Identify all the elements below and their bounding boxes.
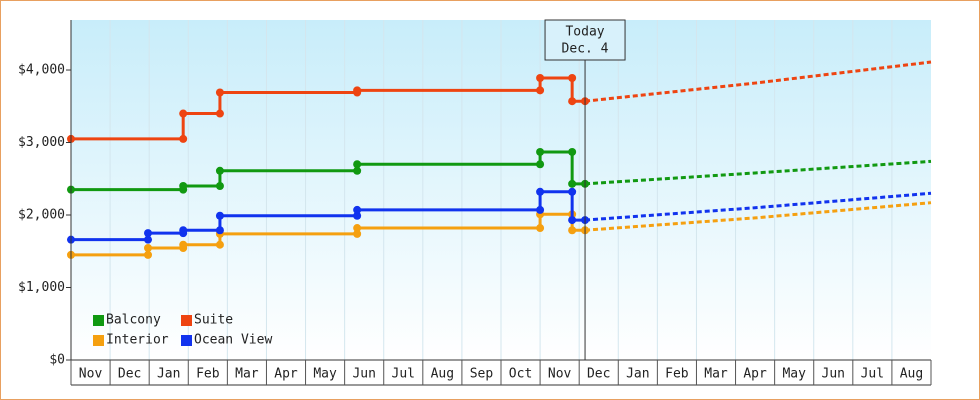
legend-swatch [93, 335, 104, 346]
history-line [71, 190, 586, 242]
point [179, 109, 188, 118]
x-tick-label: Mar [235, 367, 259, 382]
point [536, 224, 545, 233]
point [215, 211, 224, 220]
point [179, 240, 188, 249]
y-tick-label: $4,000 [18, 63, 65, 78]
point [353, 211, 362, 220]
point [353, 160, 362, 169]
x-tick-label: Jun [352, 367, 375, 382]
y-tick-label: $2,000 [18, 208, 65, 223]
point [179, 134, 188, 143]
x-tick-label: Feb [665, 367, 689, 382]
projection-line [584, 60, 932, 103]
history-line [71, 212, 586, 257]
x-tick-label: Mar [704, 367, 728, 382]
projection-line [584, 159, 932, 186]
point [536, 147, 545, 156]
point [568, 147, 577, 156]
legend-swatch [93, 315, 104, 326]
legend-label: Suite [194, 313, 233, 328]
point [568, 226, 577, 235]
point [568, 216, 577, 225]
legend-swatch [181, 315, 192, 326]
point [536, 160, 545, 169]
point [144, 250, 153, 259]
point [215, 109, 224, 118]
x-tick-label: Oct [509, 367, 532, 382]
projection-line [584, 201, 932, 232]
point [353, 224, 362, 233]
x-tick-label: Jun [822, 367, 845, 382]
point [353, 229, 362, 238]
x-tick-label: Jul [392, 367, 415, 382]
point [144, 235, 153, 244]
legend-label: Balcony [106, 313, 161, 328]
point [568, 97, 577, 106]
x-tick-label: Nov [79, 367, 103, 382]
point [215, 88, 224, 97]
x-tick-label: Feb [196, 367, 220, 382]
point [179, 182, 188, 191]
x-tick-label: Jan [626, 367, 649, 382]
legend-swatch [181, 335, 192, 346]
point [536, 73, 545, 82]
x-tick-label: Jan [157, 367, 180, 382]
x-tick-label: Dec [587, 367, 610, 382]
point [536, 205, 545, 214]
legend-label: Ocean View [194, 333, 272, 348]
point [144, 243, 153, 252]
y-tick-label: $3,000 [18, 135, 65, 150]
point [568, 73, 577, 82]
x-tick-label: Sep [470, 367, 494, 382]
projection-line [584, 191, 932, 222]
point [568, 179, 577, 188]
today-box [544, 19, 626, 61]
point [353, 205, 362, 214]
point [215, 226, 224, 235]
x-tick-label: Aug [431, 367, 454, 382]
x-tick-label: Jul [861, 367, 884, 382]
x-tick-label: May [313, 367, 337, 382]
x-tick-label: Apr [274, 367, 298, 382]
x-tick-label: Dec [118, 367, 141, 382]
point [536, 86, 545, 95]
point [536, 187, 545, 196]
today-date: Dec. 4 [562, 42, 609, 57]
point [144, 229, 153, 238]
x-tick-label: May [782, 367, 806, 382]
point [353, 166, 362, 175]
point [215, 166, 224, 175]
point [179, 226, 188, 235]
point [568, 187, 577, 196]
legend-label: Interior [106, 333, 169, 348]
today-label: Today [565, 25, 604, 40]
x-tick-label: Nov [548, 367, 572, 382]
y-tick-label: $1,000 [18, 280, 65, 295]
x-tick-label: Apr [743, 367, 767, 382]
y-tick-label: $0 [49, 353, 65, 368]
point [215, 182, 224, 191]
x-tick-label: Aug [900, 367, 923, 382]
point [353, 86, 362, 95]
point [215, 240, 224, 249]
